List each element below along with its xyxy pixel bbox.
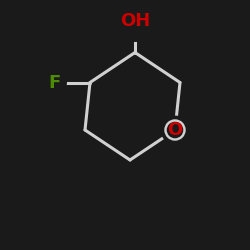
Circle shape: [161, 116, 189, 144]
Circle shape: [166, 120, 184, 140]
Text: F: F: [49, 74, 61, 92]
Circle shape: [44, 71, 66, 94]
Circle shape: [116, 4, 154, 41]
Text: O: O: [168, 121, 182, 139]
Text: OH: OH: [120, 12, 150, 30]
